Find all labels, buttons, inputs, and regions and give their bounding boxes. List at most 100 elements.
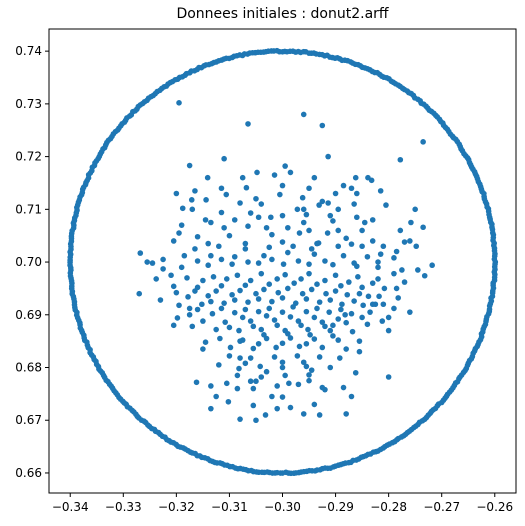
core-point	[343, 235, 349, 242]
core-point	[314, 281, 320, 288]
core-point	[261, 332, 267, 338]
core-point	[415, 267, 421, 273]
core-point	[316, 299, 323, 305]
core-point	[332, 288, 339, 294]
core-point	[223, 380, 230, 387]
core-point	[280, 261, 287, 267]
core-point	[300, 411, 307, 417]
core-point	[314, 305, 320, 312]
core-point	[185, 294, 191, 300]
core-point	[348, 310, 355, 317]
core-point	[332, 272, 339, 279]
core-point	[157, 297, 164, 303]
core-point	[399, 267, 405, 273]
core-point	[144, 259, 150, 265]
core-point	[137, 250, 144, 256]
core-point	[236, 327, 242, 334]
core-point	[299, 194, 306, 201]
core-point	[346, 279, 352, 285]
core-point	[202, 339, 209, 346]
core-point	[258, 326, 265, 333]
core-point	[294, 206, 301, 213]
core-point	[263, 224, 270, 231]
core-point	[369, 301, 376, 308]
core-point	[401, 239, 408, 245]
core-point	[253, 290, 259, 297]
core-point	[319, 122, 326, 129]
core-point	[342, 311, 348, 318]
core-point	[287, 169, 294, 176]
core-point	[234, 385, 241, 392]
core-point	[391, 255, 397, 261]
core-point	[306, 261, 312, 267]
core-point	[186, 311, 193, 318]
core-point	[275, 289, 282, 296]
core-point	[268, 214, 274, 221]
core-point	[306, 227, 312, 234]
core-point	[205, 240, 211, 247]
x-tick-label: −0.27	[423, 500, 460, 514]
core-point	[199, 301, 205, 308]
core-point	[200, 318, 206, 324]
core-point	[335, 316, 342, 322]
core-point	[325, 200, 331, 206]
core-point	[311, 174, 318, 181]
core-point	[327, 364, 334, 371]
core-point	[306, 377, 312, 384]
y-tick-label: 0.70	[15, 255, 42, 269]
core-point	[306, 372, 312, 378]
core-point	[420, 139, 426, 145]
core-point	[354, 190, 360, 197]
core-point	[261, 286, 267, 293]
core-point	[213, 288, 219, 294]
core-point	[330, 261, 336, 268]
core-point	[359, 284, 365, 291]
core-point	[291, 280, 297, 286]
core-point	[322, 277, 328, 284]
core-point	[263, 368, 270, 375]
chart-title: Donnees initiales : donut2.arff	[176, 6, 389, 22]
core-point	[322, 323, 328, 330]
x-axis: −0.34 −0.33 −0.32 −0.31 −0.30 −0.29 −0.28 −0.27…	[52, 493, 513, 514]
x-tick-label: −0.34	[52, 500, 89, 514]
core-point	[274, 322, 280, 329]
core-point	[303, 363, 310, 370]
core-point	[247, 378, 254, 385]
core-point	[225, 398, 232, 405]
core-point	[285, 285, 291, 292]
core-point	[136, 290, 143, 297]
core-point	[393, 248, 400, 255]
core-point	[279, 182, 286, 189]
core-point	[303, 340, 310, 347]
core-point	[338, 282, 344, 289]
core-point	[269, 231, 275, 238]
core-point	[282, 372, 288, 379]
core-point	[311, 401, 318, 408]
core-point	[319, 344, 326, 351]
core-point	[348, 241, 355, 247]
core-point	[300, 111, 307, 118]
core-point	[365, 293, 372, 300]
core-point	[250, 385, 257, 392]
core-point	[273, 344, 279, 351]
core-point	[250, 345, 257, 352]
x-tick-label: −0.30	[264, 500, 301, 514]
y-tick-label: 0.74	[15, 44, 42, 58]
core-point	[274, 276, 280, 282]
core-point	[407, 309, 413, 315]
core-point	[285, 249, 291, 256]
core-point	[380, 301, 387, 308]
core-point	[351, 298, 357, 304]
core-point	[160, 266, 166, 272]
x-tick-label: −0.33	[105, 500, 142, 514]
core-point	[306, 185, 312, 192]
core-point	[266, 305, 273, 312]
core-point	[216, 362, 222, 368]
core-point	[178, 264, 185, 271]
core-point	[269, 298, 275, 305]
core-point	[192, 188, 198, 194]
core-point	[290, 304, 296, 310]
core-point	[245, 299, 251, 305]
core-point	[327, 297, 334, 303]
core-point	[176, 302, 182, 309]
